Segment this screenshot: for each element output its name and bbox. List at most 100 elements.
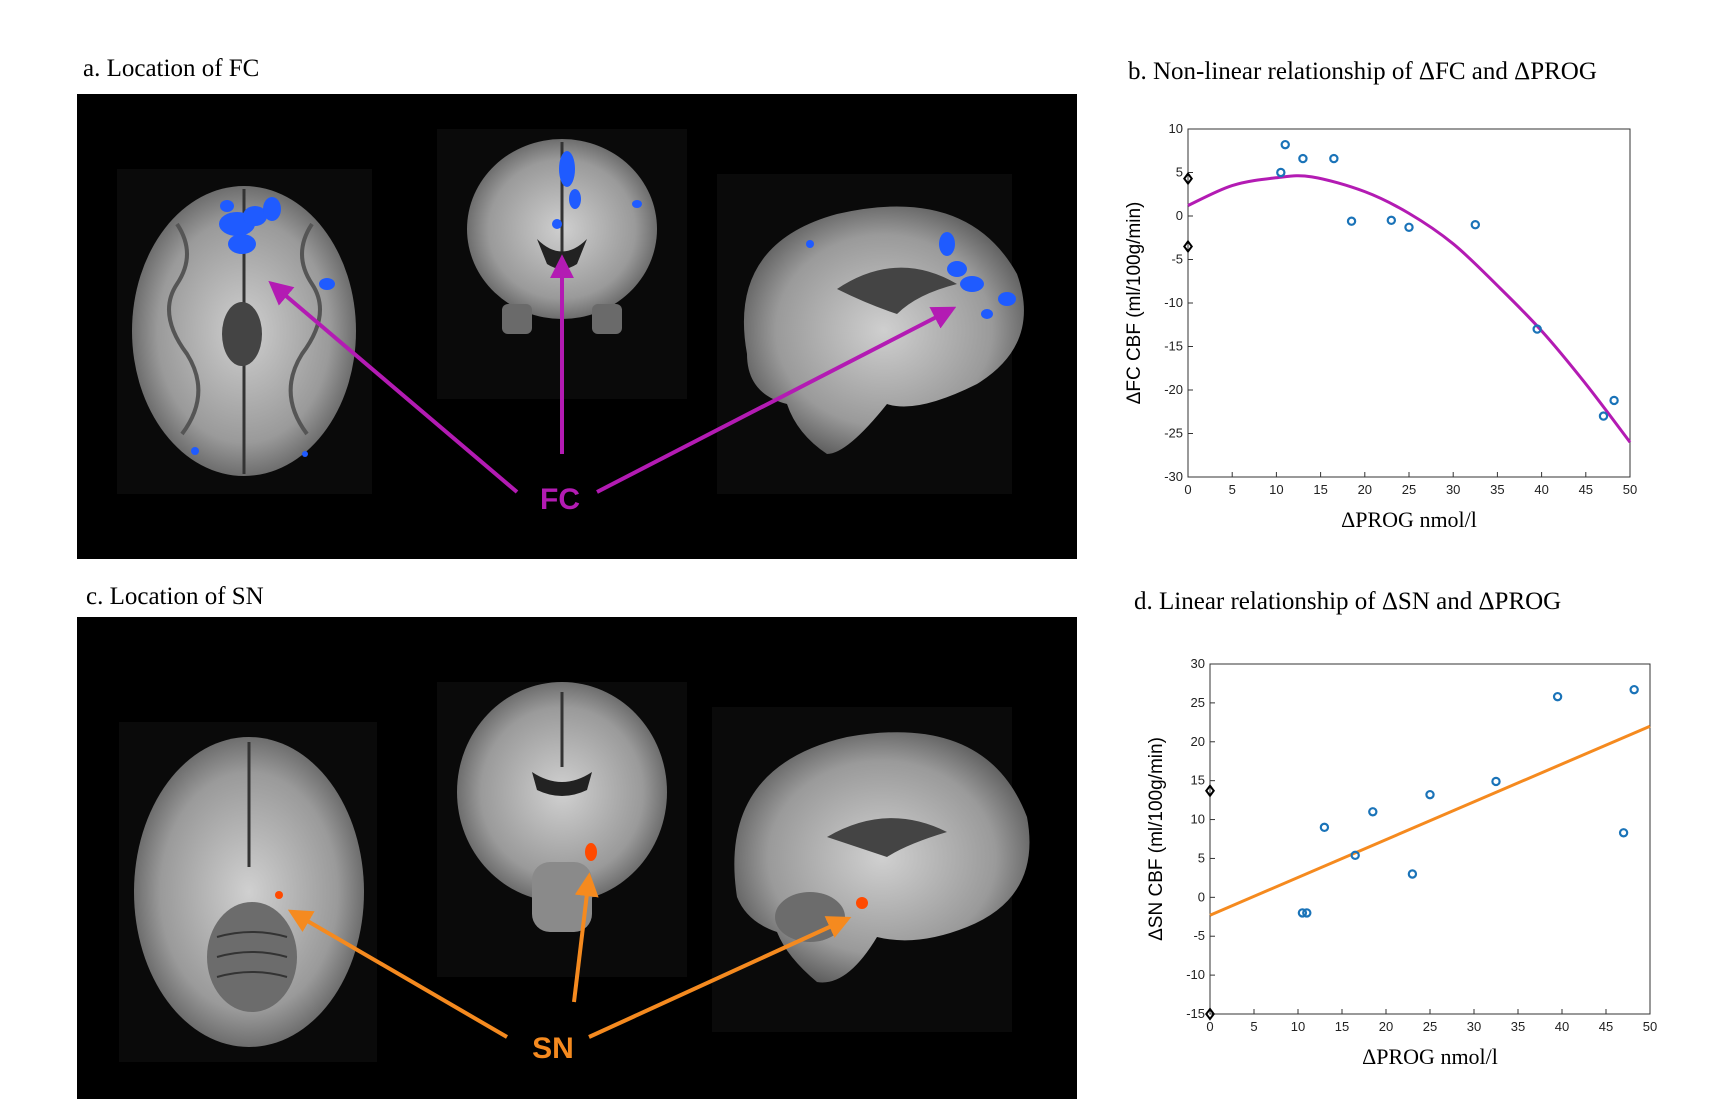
chart-fc-ytick-label: 10 — [1169, 121, 1183, 136]
chart-fc-data-point — [1346, 216, 1357, 226]
chart-fc-data-point — [1280, 139, 1290, 150]
chart-fc-fit-line — [1187, 174, 1632, 444]
chart-sn-ytick-label: 0 — [1198, 889, 1205, 904]
panel-d-title: d. Linear relationship of ΔSN and ΔPROG — [1134, 588, 1562, 615]
panel-b-title: b. Non-linear relationship of ΔFC and ΔP… — [1128, 58, 1597, 85]
chart-fc-ytick-label: -30 — [1164, 469, 1183, 484]
chart-sn-data-point — [1425, 789, 1435, 800]
fc-overlay-coronal — [552, 151, 642, 229]
sn-arrow-sagittal — [588, 916, 852, 1039]
chart-fc-ytick-label: 0 — [1176, 208, 1183, 223]
chart-fc-xtick-label: 5 — [1229, 482, 1236, 497]
chart-sn-fit-line — [1209, 724, 1651, 917]
chart-fc-data-point — [1329, 153, 1339, 164]
chart-sn-data-point — [1491, 776, 1501, 787]
chart-sn-data-point — [1350, 850, 1360, 861]
panel-c-brain-figure: SN — [77, 617, 1077, 1099]
chart-fc-outlier-point — [1183, 239, 1193, 254]
chart-sn-outlier-point — [1205, 1007, 1215, 1021]
chart-fc-data-point — [1532, 324, 1542, 334]
chart-sn-xtick-label: 15 — [1335, 1019, 1349, 1034]
chart-sn-xtick-label: 35 — [1511, 1019, 1525, 1034]
sn-overlay-coronal — [585, 843, 597, 861]
chart-sn-data-point — [1618, 828, 1629, 838]
panel-a-brain-figure: FC — [77, 94, 1077, 559]
chart-fc-xtick-label: 10 — [1269, 482, 1283, 497]
fc-overlay-axial — [191, 197, 335, 457]
chart-fc-ytick-label: 5 — [1176, 165, 1183, 180]
chart-fc-ytick-label: -5 — [1171, 252, 1183, 267]
chart-fc-xtick-label: 0 — [1184, 482, 1191, 497]
chart-sn-ytick-label: 30 — [1191, 656, 1205, 671]
chart-fc-data-point — [1470, 219, 1480, 230]
chart-fc-xtick-label: 20 — [1358, 482, 1372, 497]
sn-axial-brain-image — [134, 737, 364, 1047]
chart-fc-xtick-label: 25 — [1402, 482, 1416, 497]
chart-fc-ytick-label: -15 — [1164, 339, 1183, 354]
chart-fc-data-point — [1276, 167, 1286, 178]
chart-fc-data-point — [1404, 222, 1414, 233]
chart-sn-xtick-label: 10 — [1291, 1019, 1305, 1034]
chart-sn-axes-box — [1209, 663, 1651, 1015]
chart-sn-data-point — [1302, 908, 1312, 918]
chart-sn-xtick-label: 30 — [1467, 1019, 1481, 1034]
sn-callout-label: SN — [532, 1032, 574, 1065]
panel-c-title: c. Location of SN — [86, 583, 264, 610]
chart-fc-ytick-label: -10 — [1164, 295, 1183, 310]
chart-fc-xlabel: ΔPROG nmol/l — [1341, 507, 1477, 532]
sn-overlay-axial — [275, 891, 283, 899]
chart-fc-xtick-label: 30 — [1446, 482, 1460, 497]
chart-sn-data-point — [1407, 869, 1418, 879]
chart-sn-xtick-label: 45 — [1599, 1019, 1613, 1034]
chart-sn-ytick-label: -15 — [1186, 1006, 1205, 1021]
chart-fc-xtick-label: 35 — [1490, 482, 1504, 497]
chart-fc-data-point — [1598, 411, 1609, 421]
chart-sn-data-point — [1319, 822, 1330, 833]
chart-fc-xtick-label: 45 — [1579, 482, 1593, 497]
chart-sn-outlier-point — [1205, 784, 1215, 798]
chart-sn-xtick-label: 5 — [1250, 1019, 1257, 1034]
sn-arrow-coronal — [572, 872, 599, 1003]
chart-fc-data-point — [1298, 153, 1308, 164]
chart-fc: 0 5 10 15 20 25 30 35 40 45 501050-5-10-15-20-25-3… — [1124, 121, 1637, 532]
chart-fc-ytick-label: -25 — [1164, 426, 1183, 441]
chart-fc-data-point — [1609, 395, 1619, 406]
chart-sn-ytick-label: 10 — [1191, 812, 1205, 827]
panel-a-svg: FC — [117, 129, 1024, 516]
chart-fc-ylabel: ΔFC CBF (ml/100g/min) — [1124, 202, 1145, 405]
chart-sn-ytick-label: 15 — [1191, 773, 1205, 788]
chart-sn-data-point — [1368, 807, 1378, 817]
chart-sn-data-point — [1629, 684, 1639, 695]
chart-sn-xtick-label: 40 — [1555, 1019, 1569, 1034]
chart-fc-axes-box — [1187, 128, 1631, 478]
chart-fc-data-point — [1386, 215, 1397, 226]
chart-sn-ytick-label: 25 — [1191, 695, 1205, 710]
chart-sn-data-point — [1552, 691, 1563, 702]
chart-sn-ylabel: ΔSN CBF (ml/100g/min) — [1146, 737, 1167, 941]
fc-callout-label: FC — [540, 483, 580, 516]
chart-sn-xtick-label: 0 — [1206, 1019, 1213, 1034]
chart-fc-xtick-label: 50 — [1623, 482, 1637, 497]
chart-fc-xtick-label: 15 — [1313, 482, 1327, 497]
chart-fc-outlier-point — [1183, 171, 1193, 186]
chart-fc-xtick-label: 40 — [1534, 482, 1548, 497]
fc-arrow-sagittal — [596, 306, 957, 494]
chart-sn-ytick-label: 5 — [1198, 850, 1205, 865]
chart-sn-ytick-label: -5 — [1193, 928, 1205, 943]
panel-c-svg: SN — [119, 682, 1030, 1065]
panel-a-title: a. Location of FC — [83, 55, 260, 82]
chart-fc-ytick-label: -20 — [1164, 382, 1183, 397]
chart-sn-plot: 0 5 10 15 20 25 30 35 40 45 50302520151050-5-10-15… — [1146, 656, 1657, 1069]
chart-sn-xtick-label: 20 — [1379, 1019, 1393, 1034]
chart-sn-xtick-label: 25 — [1423, 1019, 1437, 1034]
chart-sn-ytick-label: 20 — [1191, 734, 1205, 749]
chart-sn-xtick-label: 50 — [1643, 1019, 1657, 1034]
chart-sn-xlabel: ΔPROG nmol/l — [1362, 1044, 1498, 1069]
sn-arrow-axial — [287, 909, 509, 1039]
chart-fc-plot: 0 5 10 15 20 25 30 35 40 45 501050-5-10-15-20-25-3… — [1124, 121, 1637, 532]
chart-sn-data-point — [1297, 908, 1308, 918]
chart-sn-ytick-label: -10 — [1186, 967, 1205, 982]
fc-arrow-axial — [268, 280, 519, 494]
sn-overlay-sagittal — [856, 897, 868, 909]
fc-overlay-sagittal — [806, 232, 1016, 319]
